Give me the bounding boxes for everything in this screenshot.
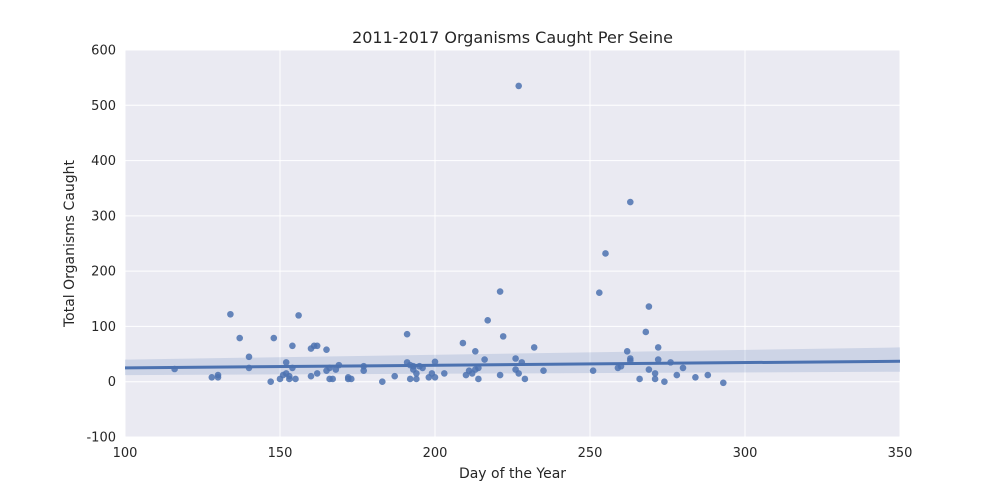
x-tick-labels: 100 150 200 250 300 350 <box>113 446 913 461</box>
data-point <box>472 348 479 355</box>
x-tick-label: 150 <box>268 446 293 461</box>
x-tick-label: 100 <box>113 446 138 461</box>
y-tick-label: 400 <box>91 154 116 169</box>
data-points <box>171 82 727 387</box>
data-point <box>627 198 634 206</box>
y-axis-label: Total Organisms Caught <box>62 159 78 328</box>
data-point <box>704 371 712 379</box>
y-tick-label: 0 <box>108 375 116 390</box>
data-point <box>530 344 538 351</box>
y-tick-label: 500 <box>91 99 116 114</box>
data-point <box>636 375 643 383</box>
data-point <box>623 348 631 355</box>
y-tick-label: 100 <box>91 320 116 335</box>
chart-title: 2011-2017 Organisms Caught Per Seine <box>352 28 673 47</box>
data-point <box>720 379 727 387</box>
data-point <box>679 364 687 372</box>
data-point <box>496 288 504 295</box>
data-point <box>499 333 507 340</box>
data-point <box>654 356 662 363</box>
y-tick-label: -100 <box>86 431 116 446</box>
x-axis-label: Day of the Year <box>459 466 566 482</box>
x-tick-label: 300 <box>733 446 758 461</box>
data-point <box>589 367 597 374</box>
data-point <box>596 289 603 297</box>
data-point <box>540 367 547 374</box>
data-point <box>496 371 504 379</box>
data-point <box>406 375 414 383</box>
regression-line <box>124 359 901 370</box>
data-point <box>475 375 482 383</box>
data-point <box>282 359 290 366</box>
data-point <box>227 310 234 318</box>
data-point <box>289 342 296 350</box>
data-point <box>645 366 653 373</box>
data-point <box>313 342 321 350</box>
data-point <box>270 334 278 342</box>
data-point <box>673 371 681 379</box>
data-point <box>515 82 522 90</box>
data-point <box>459 339 467 347</box>
data-point <box>329 375 337 383</box>
data-point <box>661 378 668 386</box>
data-point <box>441 370 448 377</box>
plot-background <box>125 50 900 437</box>
data-point <box>651 375 659 383</box>
data-point <box>391 372 399 380</box>
data-point <box>292 375 299 383</box>
y-tick-label: 300 <box>91 209 116 224</box>
data-point <box>295 312 302 319</box>
data-point <box>208 373 216 381</box>
data-point <box>602 250 609 257</box>
data-point <box>403 330 411 338</box>
data-point <box>379 378 386 386</box>
data-point <box>245 353 253 361</box>
data-point <box>481 356 488 363</box>
data-point <box>512 355 519 362</box>
data-point <box>413 370 420 377</box>
data-point <box>413 375 420 383</box>
data-point <box>267 378 275 386</box>
data-point <box>286 375 293 383</box>
data-point <box>307 372 315 380</box>
grid-lines <box>124 49 901 438</box>
data-point <box>654 344 662 351</box>
data-point <box>484 317 492 324</box>
y-tick-labels: -100 0 100 200 300 400 500 600 <box>86 44 116 446</box>
data-point <box>692 373 699 381</box>
x-tick-label: 250 <box>578 446 603 461</box>
confidence-band <box>125 347 900 376</box>
data-point <box>323 346 330 353</box>
y-tick-label: 200 <box>91 265 116 280</box>
x-tick-label: 200 <box>423 446 448 461</box>
data-point <box>431 373 439 381</box>
data-point <box>313 370 321 377</box>
data-point <box>642 328 650 336</box>
data-point <box>651 370 659 377</box>
y-tick-label: 600 <box>91 44 116 59</box>
x-tick-label: 350 <box>888 446 913 461</box>
data-point <box>236 334 243 342</box>
data-point <box>515 370 522 377</box>
data-point <box>214 373 222 381</box>
data-point <box>521 375 529 383</box>
data-point <box>348 375 355 383</box>
data-point <box>645 303 653 310</box>
data-point <box>431 358 439 366</box>
